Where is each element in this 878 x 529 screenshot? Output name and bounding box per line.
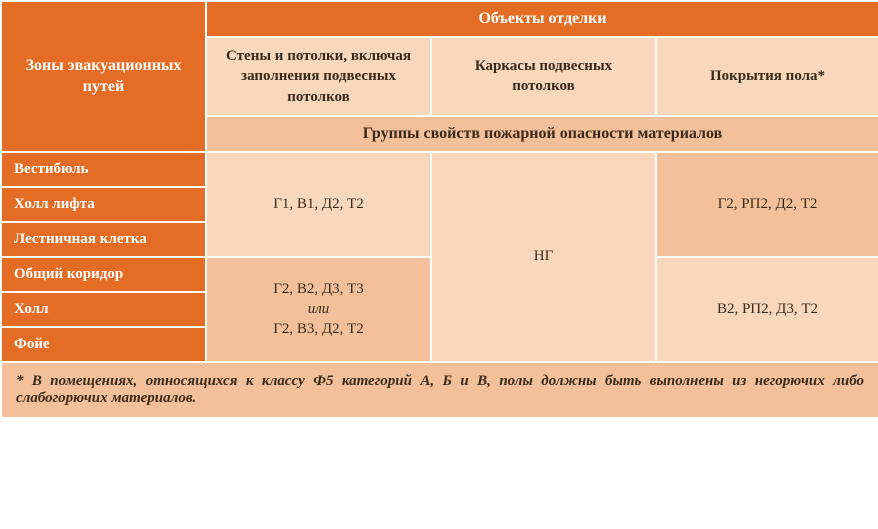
row-label-3: Лестничная клетка <box>1 222 206 257</box>
cell-frames-text: НГ <box>534 248 554 264</box>
header-frames-text: Каркасы подвесных потолков <box>475 58 612 94</box>
cell-walls-bot-l3: Г2, В3, Д2, Т2 <box>217 319 420 339</box>
header-objects: Объекты отделки <box>206 1 878 37</box>
row-label-2-text: Холл лифта <box>14 196 95 212</box>
cell-walls-top: Г1, В1, Д2, Т2 <box>206 152 431 257</box>
row-label-1: Вестибюль <box>1 152 206 187</box>
row-label-5: Холл <box>1 292 206 327</box>
header-frames: Каркасы подвесных потолков <box>431 37 656 116</box>
cell-floors-bot: В2, РП2, Д3, Т2 <box>656 257 878 362</box>
row-label-6: Фойе <box>1 327 206 362</box>
row-label-3-text: Лестничная клетка <box>14 231 147 247</box>
cell-walls-bot-l1: Г2, В2, Д3, Т3 <box>217 279 420 299</box>
cell-walls-bot-l2: или <box>217 299 420 319</box>
row-label-1-text: Вестибюль <box>14 161 88 177</box>
footnote-text: * В помещениях, относящихся к классу Ф5 … <box>16 373 864 406</box>
header-objects-text: Объекты отделки <box>478 10 606 27</box>
header-groups: Группы свойств пожарной опасности матери… <box>206 116 878 152</box>
cell-walls-bot: Г2, В2, Д3, Т3 или Г2, В3, Д2, Т2 <box>206 257 431 362</box>
header-zones-text: Зоны эвакуационных путей <box>26 57 182 96</box>
row-label-4: Общий коридор <box>1 257 206 292</box>
cell-floors-top: Г2, РП2, Д2, Т2 <box>656 152 878 257</box>
row-label-2: Холл лифта <box>1 187 206 222</box>
cell-frames: НГ <box>431 152 656 362</box>
header-groups-text: Группы свойств пожарной опасности матери… <box>363 125 723 142</box>
header-walls-text: Стены и потолки, включая заполнения подв… <box>226 48 411 105</box>
row-label-6-text: Фойе <box>14 336 50 352</box>
header-zones: Зоны эвакуационных путей <box>1 1 206 152</box>
header-walls: Стены и потолки, включая заполнения подв… <box>206 37 431 116</box>
table: Зоны эвакуационных путей Объекты отделки… <box>0 0 878 419</box>
fire-safety-table: Зоны эвакуационных путей Объекты отделки… <box>0 0 878 419</box>
cell-floors-top-text: Г2, РП2, Д2, Т2 <box>718 196 818 212</box>
header-floors-text: Покрытия пола* <box>710 68 825 84</box>
cell-floors-bot-text: В2, РП2, Д3, Т2 <box>717 301 818 317</box>
row-label-5-text: Холл <box>14 301 49 317</box>
cell-walls-top-text: Г1, В1, Д2, Т2 <box>273 196 364 212</box>
header-floors: Покрытия пола* <box>656 37 878 116</box>
row-label-4-text: Общий коридор <box>14 266 123 282</box>
footnote: * В помещениях, относящихся к классу Ф5 … <box>1 362 878 418</box>
